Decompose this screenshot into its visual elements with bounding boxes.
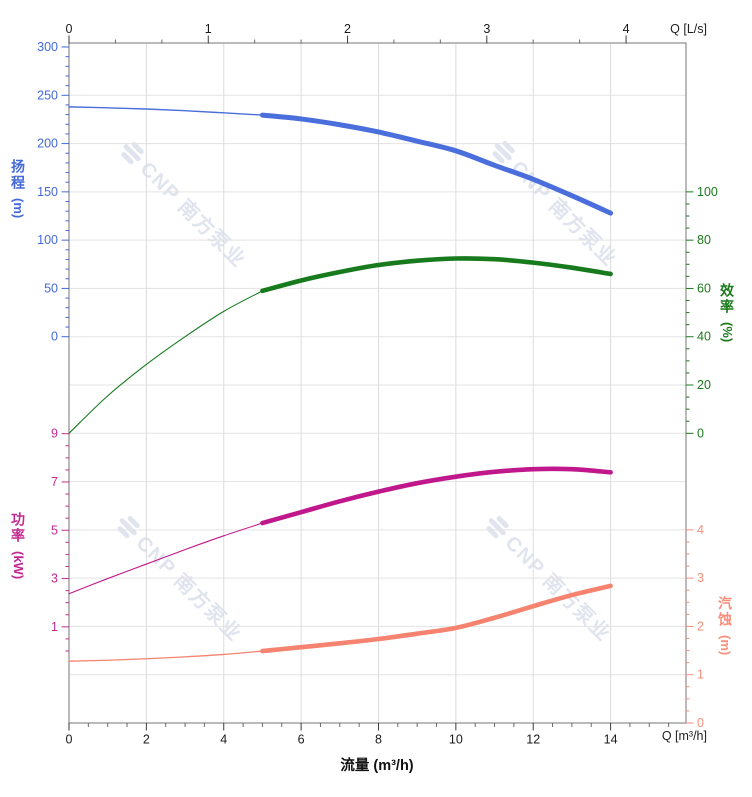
svg-text:10: 10: [449, 733, 463, 747]
svg-text:CNP 南方泵业: CNP 南方泵业: [507, 156, 623, 272]
svg-text:3: 3: [483, 22, 490, 36]
npsh-curve: [260, 583, 613, 654]
svg-text:4: 4: [623, 22, 630, 36]
svg-text:0: 0: [66, 22, 73, 36]
svg-text:0: 0: [697, 716, 704, 730]
svg-text:300: 300: [37, 40, 58, 54]
svg-text:60: 60: [697, 281, 711, 295]
efficiency-curve-thin: [68, 290, 263, 434]
flow-axis-title: 流量 (m³/h): [340, 758, 414, 774]
svg-text:4: 4: [220, 733, 227, 747]
svg-text:8: 8: [375, 733, 382, 747]
svg-text:80: 80: [697, 233, 711, 247]
svg-text:50: 50: [44, 281, 58, 295]
svg-text:200: 200: [37, 137, 58, 151]
svg-text:250: 250: [37, 88, 58, 102]
head-axis-title: 扬程 (m): [10, 159, 26, 219]
npsh-axis-unit: (m): [718, 635, 733, 656]
head-axis-label: 扬程: [10, 159, 26, 191]
svg-text:2: 2: [143, 733, 150, 747]
svg-text:4: 4: [697, 523, 704, 537]
power-curve-thin: [68, 522, 263, 595]
bottom-axis-unit-label: Q [m³/h]: [661, 729, 707, 743]
svg-text:5: 5: [51, 523, 58, 537]
svg-text:12: 12: [526, 733, 540, 747]
svg-text:20: 20: [697, 378, 711, 392]
watermark: CNP 南方泵业: [492, 141, 623, 272]
efficiency-axis-unit: (%): [720, 322, 735, 343]
npsh-curve-thin: [68, 650, 264, 662]
power-axis-unit: (kW): [11, 551, 26, 580]
svg-text:2: 2: [344, 22, 351, 36]
svg-text:100: 100: [37, 233, 58, 247]
svg-text:40: 40: [697, 330, 711, 344]
efficiency-axis-title: 效率 (%): [719, 283, 735, 343]
head-axis-unit: (m): [11, 198, 26, 219]
power-axis-label: 功率: [10, 512, 26, 544]
head-curve: [259, 112, 614, 216]
efficiency-curve: [260, 256, 613, 294]
svg-text:0: 0: [66, 733, 73, 747]
svg-text:2: 2: [697, 619, 704, 633]
svg-text:9: 9: [51, 427, 58, 441]
svg-text:3: 3: [51, 572, 58, 586]
power-curve: [260, 466, 613, 526]
svg-text:1: 1: [205, 22, 212, 36]
svg-text:CNP 南方泵业: CNP 南方泵业: [136, 157, 252, 273]
watermark: CNP 南方泵业: [121, 142, 252, 273]
efficiency-axis-label: 效率: [719, 283, 735, 315]
top-axis-unit-label: Q [L/s]: [670, 22, 707, 36]
head-curve-thin: [68, 106, 264, 116]
svg-text:6: 6: [298, 733, 305, 747]
svg-text:3: 3: [697, 571, 704, 585]
svg-text:14: 14: [604, 733, 618, 747]
svg-text:7: 7: [51, 475, 58, 489]
npsh-axis-label: 汽蚀: [717, 596, 733, 628]
power-axis-title: 功率 (kW): [10, 512, 26, 580]
svg-text:0: 0: [51, 330, 58, 344]
svg-text:150: 150: [37, 185, 58, 199]
svg-text:100: 100: [697, 185, 718, 199]
npsh-axis-title: 汽蚀 (m): [717, 596, 733, 656]
svg-text:1: 1: [51, 620, 58, 634]
svg-text:0: 0: [697, 426, 704, 440]
svg-text:1: 1: [697, 668, 704, 682]
